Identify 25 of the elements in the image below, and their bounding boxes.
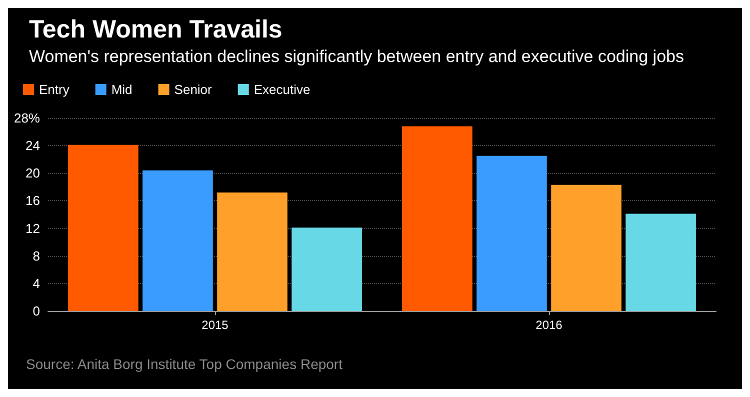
legend-label: Senior xyxy=(174,82,213,97)
x-tick-label: 2015 xyxy=(202,318,229,332)
bar xyxy=(476,156,547,311)
bar xyxy=(626,214,696,311)
legend-label: Mid xyxy=(111,82,132,97)
y-tick-label: 4 xyxy=(32,276,40,291)
legend-label: Entry xyxy=(39,82,70,97)
y-tick-label: 0 xyxy=(32,304,40,318)
y-tick-label: 12 xyxy=(26,220,40,236)
y-tick-label: 28% xyxy=(14,110,40,126)
bar xyxy=(551,184,622,311)
x-tick-label: 2016 xyxy=(536,318,563,332)
y-tick-label: 24 xyxy=(26,138,40,154)
legend-label: Executive xyxy=(254,82,310,97)
bar xyxy=(402,126,472,311)
chart-title: Tech Women Travails xyxy=(29,16,282,44)
bar xyxy=(68,144,138,311)
source-note: Source: Anita Borg Institute Top Companies Report xyxy=(26,356,343,372)
bar xyxy=(217,192,288,311)
bar xyxy=(142,170,213,311)
y-tick-label: 16 xyxy=(26,193,40,208)
y-tick-label: 20 xyxy=(26,166,40,181)
bar xyxy=(292,228,362,311)
chart-subtitle: Women's representation declines significantly between entry and executive coding jobs xyxy=(29,47,684,66)
y-tick-label: 8 xyxy=(32,248,40,264)
